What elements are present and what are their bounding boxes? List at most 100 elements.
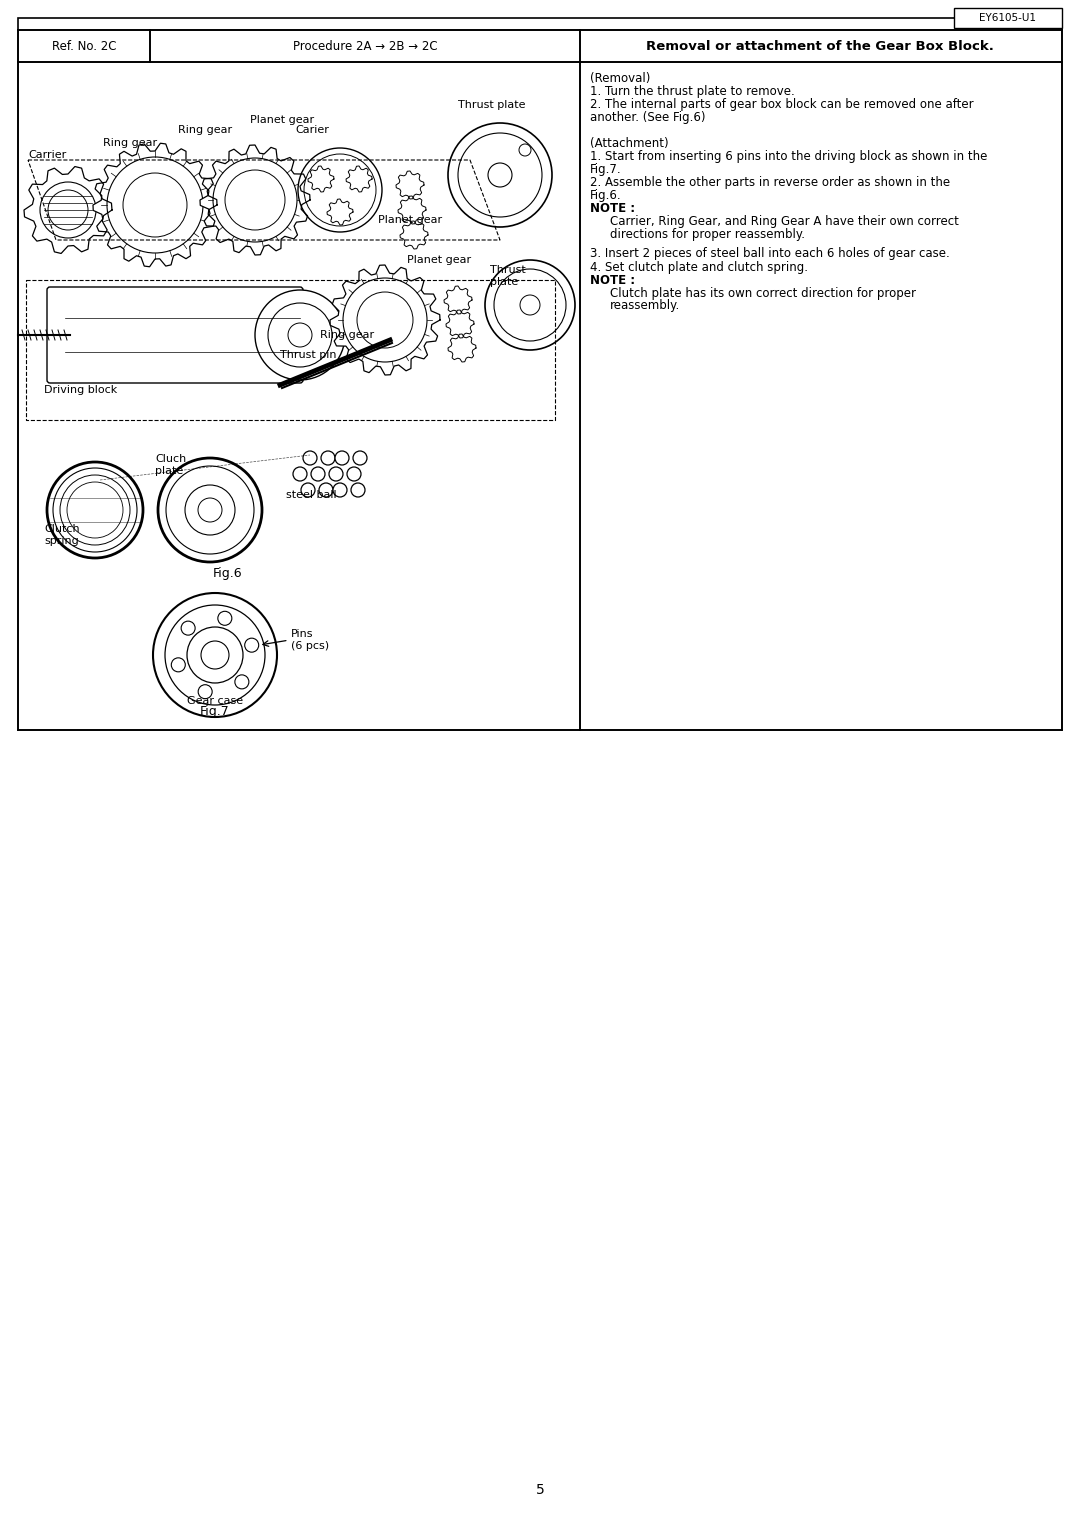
Text: Thrust plate: Thrust plate xyxy=(458,99,526,110)
Circle shape xyxy=(448,122,552,228)
Circle shape xyxy=(485,260,575,350)
Text: Procedure 2A → 2B → 2C: Procedure 2A → 2B → 2C xyxy=(293,41,437,53)
Polygon shape xyxy=(327,199,353,225)
Circle shape xyxy=(158,458,262,562)
Polygon shape xyxy=(93,144,217,267)
Circle shape xyxy=(165,605,265,704)
Polygon shape xyxy=(399,196,426,225)
Text: 5: 5 xyxy=(536,1484,544,1497)
Circle shape xyxy=(48,461,143,558)
Polygon shape xyxy=(200,145,310,255)
Polygon shape xyxy=(400,222,428,249)
Circle shape xyxy=(40,182,96,238)
Circle shape xyxy=(353,451,367,465)
Text: Ref. No. 2C: Ref. No. 2C xyxy=(52,41,117,53)
Circle shape xyxy=(288,322,312,347)
Text: Thrust: Thrust xyxy=(490,264,526,275)
Circle shape xyxy=(343,278,427,362)
Circle shape xyxy=(234,675,248,689)
Text: 4. Set clutch plate and clutch spring.: 4. Set clutch plate and clutch spring. xyxy=(590,260,808,274)
Text: Removal or attachment of the Gear Box Block.: Removal or attachment of the Gear Box Bl… xyxy=(646,41,994,53)
Polygon shape xyxy=(446,310,474,338)
Circle shape xyxy=(201,642,229,669)
Text: spring: spring xyxy=(44,536,79,545)
Text: directions for proper reassembly.: directions for proper reassembly. xyxy=(610,228,805,241)
Text: Ring gear: Ring gear xyxy=(320,330,374,341)
Circle shape xyxy=(351,483,365,497)
Text: Fig.7.: Fig.7. xyxy=(590,163,622,176)
Text: NOTE :: NOTE : xyxy=(590,274,635,287)
Text: Fig.6.: Fig.6. xyxy=(590,189,622,202)
Polygon shape xyxy=(24,167,112,254)
Circle shape xyxy=(225,170,285,231)
Text: 1. Start from inserting 6 pins into the driving block as shown in the: 1. Start from inserting 6 pins into the … xyxy=(590,150,987,163)
Text: 1. Turn the thrust plate to remove.: 1. Turn the thrust plate to remove. xyxy=(590,86,795,98)
Circle shape xyxy=(321,451,335,465)
Text: Carier: Carier xyxy=(295,125,329,134)
Circle shape xyxy=(335,451,349,465)
Text: another. (See Fig.6): another. (See Fig.6) xyxy=(590,112,705,124)
Circle shape xyxy=(494,269,566,341)
Text: Ring gear: Ring gear xyxy=(103,138,157,148)
FancyBboxPatch shape xyxy=(48,287,303,384)
Circle shape xyxy=(67,481,123,538)
Circle shape xyxy=(301,483,315,497)
Circle shape xyxy=(213,157,297,241)
Circle shape xyxy=(185,484,235,535)
Circle shape xyxy=(303,154,376,226)
Text: (Removal): (Removal) xyxy=(590,72,650,86)
Text: (Attachment): (Attachment) xyxy=(590,138,669,150)
Text: (6 pcs): (6 pcs) xyxy=(291,642,328,651)
Polygon shape xyxy=(346,167,372,193)
Circle shape xyxy=(519,144,531,156)
Circle shape xyxy=(198,685,212,698)
Text: Clutch: Clutch xyxy=(44,524,80,533)
Text: EY6105-U1: EY6105-U1 xyxy=(980,14,1037,23)
Text: 2. The internal parts of gear box block can be removed one after: 2. The internal parts of gear box block … xyxy=(590,98,974,112)
Circle shape xyxy=(172,659,186,672)
Text: Carrier: Carrier xyxy=(28,150,66,160)
Circle shape xyxy=(357,292,413,348)
Bar xyxy=(954,8,1062,28)
Text: reassembly.: reassembly. xyxy=(610,299,680,313)
Text: Cluch: Cluch xyxy=(156,454,186,465)
Polygon shape xyxy=(308,167,334,193)
Text: Planet gear: Planet gear xyxy=(249,115,314,125)
Circle shape xyxy=(319,483,333,497)
Text: Pins: Pins xyxy=(291,630,313,639)
Circle shape xyxy=(311,468,325,481)
Text: Carrier, Ring Gear, and Ring Gear A have their own correct: Carrier, Ring Gear, and Ring Gear A have… xyxy=(610,215,959,228)
Circle shape xyxy=(181,620,195,636)
Circle shape xyxy=(153,593,276,717)
Circle shape xyxy=(333,483,347,497)
Circle shape xyxy=(488,163,512,186)
Circle shape xyxy=(293,468,307,481)
Text: Planet gear: Planet gear xyxy=(407,255,471,264)
Circle shape xyxy=(48,189,87,231)
Polygon shape xyxy=(396,171,424,199)
Circle shape xyxy=(255,290,345,380)
Circle shape xyxy=(218,611,232,625)
Circle shape xyxy=(166,466,254,555)
Text: NOTE :: NOTE : xyxy=(590,202,635,215)
Circle shape xyxy=(53,468,137,552)
Text: 2. Assemble the other parts in reverse order as shown in the: 2. Assemble the other parts in reverse o… xyxy=(590,176,950,189)
Circle shape xyxy=(198,498,222,523)
Text: plate: plate xyxy=(490,277,518,287)
Circle shape xyxy=(519,295,540,315)
Text: Gear case: Gear case xyxy=(187,695,243,706)
Circle shape xyxy=(245,639,259,652)
Circle shape xyxy=(268,303,332,367)
Circle shape xyxy=(107,157,203,254)
Text: steel ball: steel ball xyxy=(286,490,337,500)
Text: Thrust pin: Thrust pin xyxy=(280,350,337,361)
Text: Fig.6: Fig.6 xyxy=(213,567,243,581)
Polygon shape xyxy=(330,264,440,374)
Text: 3. Insert 2 pieces of steel ball into each 6 holes of gear case.: 3. Insert 2 pieces of steel ball into ea… xyxy=(590,248,949,260)
Polygon shape xyxy=(444,286,472,313)
Text: Clutch plate has its own correct direction for proper: Clutch plate has its own correct directi… xyxy=(610,287,916,299)
Text: Fig.7: Fig.7 xyxy=(200,704,230,718)
Text: Ring gear: Ring gear xyxy=(178,125,232,134)
Text: Driving block: Driving block xyxy=(44,385,118,396)
Text: plate: plate xyxy=(156,466,184,477)
